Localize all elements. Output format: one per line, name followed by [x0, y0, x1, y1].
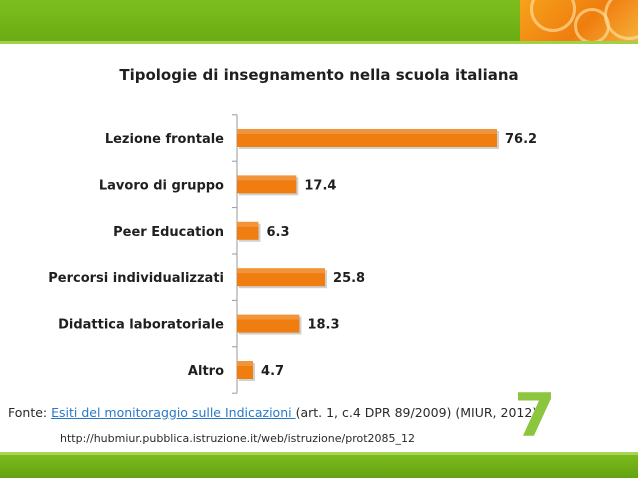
value-label: 76.2 [505, 132, 537, 147]
category-label: Altro [188, 364, 224, 379]
source-line: Fonte: Esiti del monitoraggio sulle Indi… [8, 405, 537, 420]
source-url: http://hubmiur.pubblica.istruzione.it/we… [60, 432, 416, 445]
bar [237, 221, 259, 240]
category-label: Lavoro di gruppo [99, 178, 224, 193]
source-suffix: (art. 1, c.4 DPR 89/2009) (MIUR, 2012) [295, 405, 538, 420]
bar-highlight [237, 268, 326, 274]
value-label: 4.7 [261, 364, 284, 379]
source-link[interactable]: Esiti del monitoraggio sulle Indicazioni [51, 405, 296, 420]
bar-highlight [237, 221, 259, 227]
bar [237, 314, 300, 333]
value-label: 6.3 [266, 225, 289, 240]
value-label: 18.3 [307, 318, 339, 333]
footer-band [0, 452, 638, 478]
chart-title: Tipologie di insegnamento nella scuola i… [119, 66, 519, 84]
bar [237, 129, 497, 147]
category-label: Percorsi individualizzati [48, 271, 224, 286]
corner-decoration [520, 0, 638, 44]
category-label: Didattica laboratoriale [58, 318, 224, 333]
bar-highlight [237, 314, 300, 320]
value-label: 17.4 [304, 178, 336, 193]
bar [237, 268, 326, 287]
bar-highlight [237, 175, 297, 181]
category-label: Lezione frontale [105, 132, 224, 147]
bar-highlight [237, 129, 497, 134]
bar [237, 175, 297, 194]
slide-number: 7 [514, 381, 556, 451]
category-label: Peer Education [113, 225, 224, 240]
header-band [0, 0, 638, 44]
bar [237, 361, 254, 379]
bar-highlight [237, 361, 254, 366]
source-prefix: Fonte: [8, 405, 52, 420]
value-label: 25.8 [333, 271, 365, 286]
